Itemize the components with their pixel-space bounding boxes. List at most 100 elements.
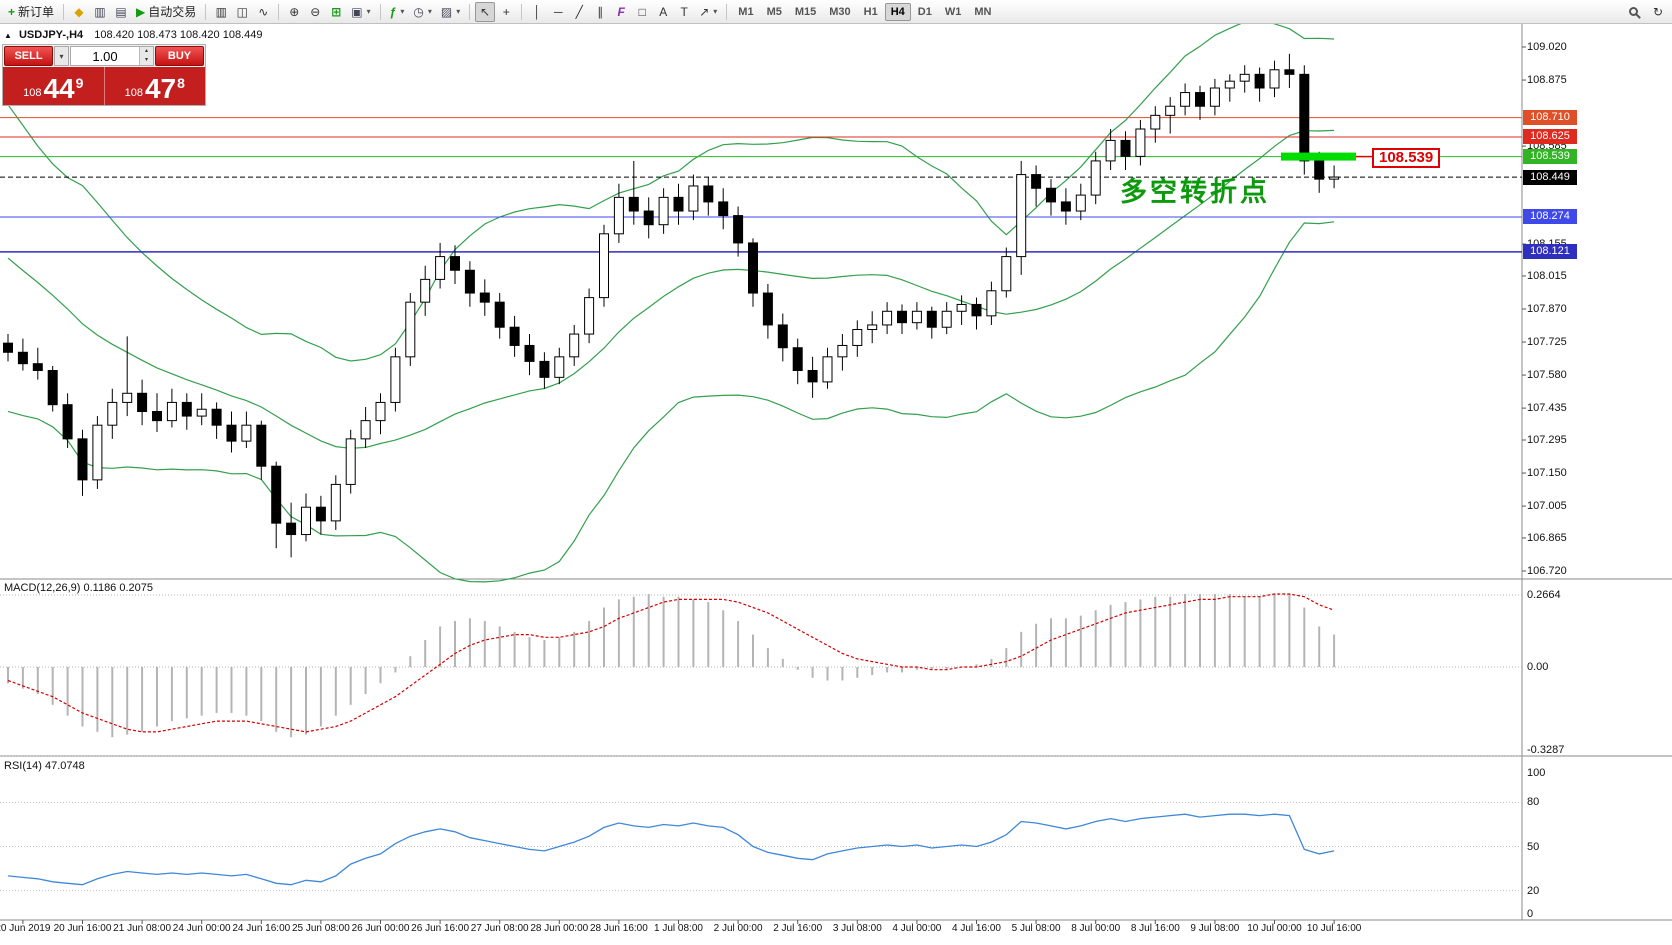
volume-input[interactable] bbox=[71, 47, 139, 65]
candlestick-chart-button[interactable]: ◫ bbox=[232, 2, 252, 22]
candle-body bbox=[464, 269, 475, 294]
candle-body bbox=[211, 408, 222, 426]
candle-body bbox=[569, 333, 580, 358]
volume-dropdown-button[interactable]: ▾ bbox=[54, 46, 69, 66]
indicators-button[interactable]: ƒ ▾ bbox=[386, 2, 409, 22]
candle-body bbox=[852, 329, 863, 346]
channel-button[interactable]: ∥ bbox=[590, 2, 610, 22]
highlight-bar[interactable] bbox=[1281, 152, 1356, 161]
candle-body bbox=[703, 185, 714, 203]
toolbar-separator bbox=[379, 3, 381, 20]
candle-body bbox=[926, 310, 937, 328]
price-callout-label[interactable]: 108.539 bbox=[1372, 148, 1441, 168]
periods-button[interactable]: ◷ ▾ bbox=[409, 2, 436, 22]
favorites-button[interactable]: ◆ bbox=[69, 2, 89, 22]
sell-quote[interactable]: 108 44 9 bbox=[3, 67, 104, 105]
cursor-icon: ↖ bbox=[480, 4, 491, 19]
vertical-line-button[interactable]: │ bbox=[527, 2, 547, 22]
candle-body bbox=[733, 215, 744, 244]
candle-body bbox=[822, 356, 833, 383]
search-icon bbox=[1629, 7, 1638, 16]
candle-body bbox=[762, 292, 773, 326]
tile-windows-icon: ⊞ bbox=[331, 4, 342, 19]
zoom-out-button[interactable]: ⊖ bbox=[305, 2, 325, 22]
templates-button[interactable]: ▨ ▾ bbox=[437, 2, 464, 22]
chart-ohlc-values: 108.420 108.473 108.420 108.449 bbox=[94, 29, 263, 41]
refresh-icon: ↻ bbox=[1652, 4, 1664, 19]
candle-body bbox=[1075, 194, 1086, 212]
candle-body bbox=[256, 424, 267, 467]
candle-body bbox=[1254, 73, 1265, 89]
auto-trading-button[interactable]: ▶ 自动交易 bbox=[132, 2, 200, 22]
candle-body bbox=[1060, 201, 1071, 212]
arrows-button[interactable]: ↗ ▾ bbox=[695, 2, 721, 22]
refresh-button[interactable]: ↻ bbox=[1648, 2, 1668, 22]
timeframe-m5[interactable]: M5 bbox=[766, 5, 782, 18]
timeframe-h4[interactable]: H4 bbox=[884, 2, 911, 21]
spinner-up-icon[interactable]: ▴ bbox=[140, 47, 153, 56]
timeframe-m30[interactable]: M30 bbox=[829, 5, 851, 18]
fibonacci-button[interactable]: F bbox=[611, 2, 631, 22]
candle-body bbox=[1269, 69, 1280, 89]
favorites-icon: ◆ bbox=[74, 4, 84, 19]
line-chart-button[interactable]: ∿ bbox=[253, 2, 273, 22]
shapes-icon: □ bbox=[638, 4, 646, 19]
text-button[interactable]: A bbox=[653, 2, 673, 22]
zoom-in-button[interactable]: ⊕ bbox=[284, 2, 304, 22]
candle-body bbox=[17, 351, 28, 365]
tile-windows-button[interactable]: ⊞ bbox=[326, 2, 346, 22]
sell-price-point: 9 bbox=[75, 75, 84, 91]
candle-body bbox=[1105, 139, 1116, 162]
one-click-toggle-icon[interactable]: ▲ bbox=[4, 31, 12, 40]
timeframe-d1[interactable]: D1 bbox=[917, 5, 932, 18]
horizontal-line-button[interactable]: ─ bbox=[548, 2, 568, 22]
buy-quote[interactable]: 108 47 8 bbox=[103, 67, 206, 105]
new-order-button[interactable]: + 新订单 bbox=[4, 2, 58, 22]
timeframe-m15[interactable]: M15 bbox=[794, 5, 817, 18]
rsi-indicator-label: RSI(14) 47.0748 bbox=[4, 760, 85, 772]
turning-point-annotation[interactable]: 多空转折点 bbox=[1120, 177, 1270, 207]
shapes-button[interactable]: □ bbox=[632, 2, 652, 22]
trendline-button[interactable]: ╱ bbox=[569, 2, 589, 22]
sell-price-pips: 44 bbox=[43, 73, 75, 104]
buy-button[interactable]: BUY bbox=[155, 46, 204, 66]
periods-icon: ◷ bbox=[413, 4, 424, 19]
candle-body bbox=[166, 401, 177, 422]
bar-chart-icon: ▥ bbox=[215, 4, 227, 19]
candle-body bbox=[1180, 92, 1191, 107]
candle-body bbox=[1239, 73, 1250, 82]
bar-chart-button[interactable]: ▥ bbox=[211, 2, 231, 22]
timeframe-m1[interactable]: M1 bbox=[738, 5, 754, 18]
candle-body bbox=[1195, 92, 1205, 107]
arrange-windows-button[interactable]: ▣ ▾ bbox=[347, 2, 374, 22]
timeframe-h1[interactable]: H1 bbox=[863, 5, 878, 18]
buy-price-point: 8 bbox=[177, 75, 185, 91]
candle-body bbox=[1314, 160, 1325, 180]
text-label-button[interactable]: T bbox=[674, 2, 694, 22]
chart-symbol-title: USDJPY-,H4 bbox=[18, 29, 84, 41]
candle-body bbox=[62, 404, 73, 440]
cursor-button[interactable]: ↖ bbox=[475, 1, 496, 22]
search-button[interactable] bbox=[1625, 2, 1647, 22]
candle-body bbox=[1150, 114, 1161, 130]
channel-icon: ∥ bbox=[597, 4, 604, 19]
navigator-button[interactable]: ▤ bbox=[111, 2, 131, 22]
caret-down-icon: ▾ bbox=[427, 7, 432, 16]
candle-body bbox=[420, 278, 431, 303]
timeframe-mn[interactable]: MN bbox=[974, 5, 992, 18]
spinner-down-icon[interactable]: ▾ bbox=[140, 56, 153, 65]
timeframe-w1[interactable]: W1 bbox=[944, 5, 962, 18]
crosshair-button[interactable]: + bbox=[496, 2, 516, 22]
text-label-icon: T bbox=[680, 4, 688, 19]
candle-body bbox=[554, 356, 565, 378]
market-watch-button[interactable]: ▥ bbox=[90, 2, 110, 22]
toolbar-separator bbox=[469, 3, 471, 20]
candle-body bbox=[226, 424, 237, 442]
horizontal-line-icon: ─ bbox=[553, 4, 563, 19]
auto-trading-label: 自动交易 bbox=[148, 5, 197, 19]
candle-body bbox=[673, 196, 684, 212]
sell-button[interactable]: SELL bbox=[4, 46, 53, 66]
candle-body bbox=[748, 242, 758, 294]
candle-body bbox=[524, 344, 535, 362]
